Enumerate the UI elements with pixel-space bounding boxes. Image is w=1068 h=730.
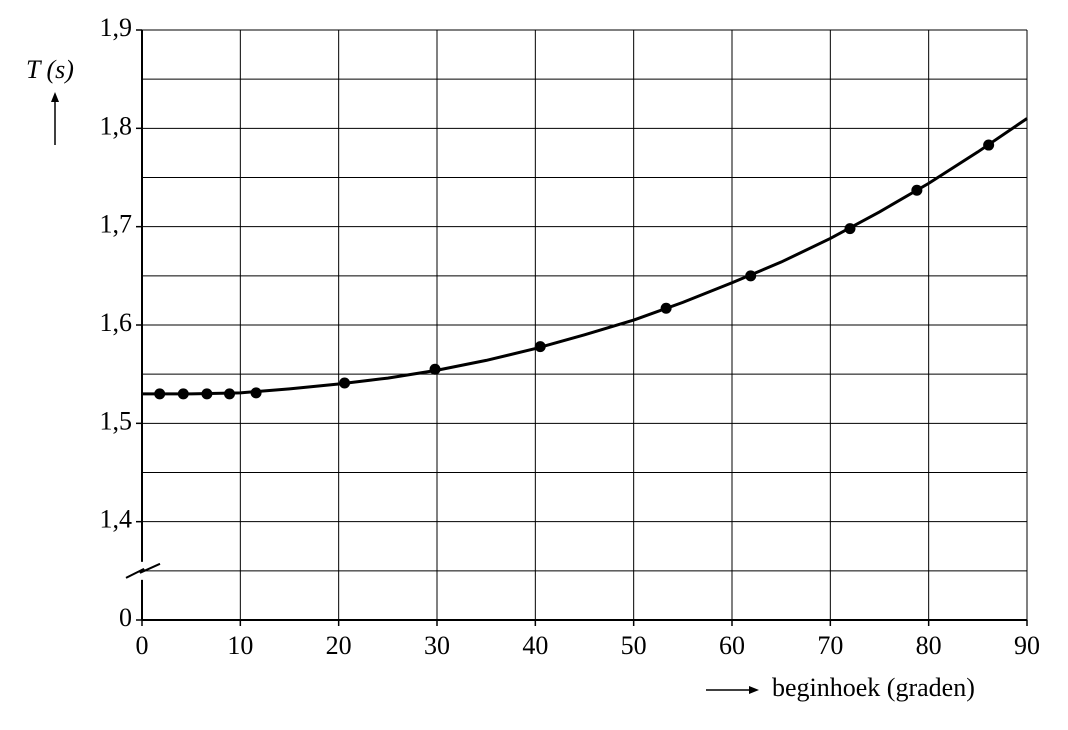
x-tick-label: 50: [621, 631, 647, 660]
x-tick-label: 60: [719, 631, 745, 660]
y-tick-label: 1,5: [100, 406, 133, 435]
x-tick-label: 10: [227, 631, 253, 660]
y-tick-label: 1,4: [100, 505, 133, 534]
x-tick-label: 30: [424, 631, 450, 660]
y-tick-label: 1,7: [100, 210, 133, 239]
y-axis-label: T (s): [26, 55, 74, 84]
y-tick-label: 1,9: [100, 13, 133, 42]
y-tick-label: 1,6: [100, 308, 133, 337]
x-tick-label: 70: [817, 631, 843, 660]
y-tick-label: 0: [119, 603, 132, 632]
y-tick-label: 1,8: [100, 111, 133, 140]
x-tick-label: 80: [916, 631, 942, 660]
x-tick-label: 20: [326, 631, 352, 660]
x-tick-label: 40: [522, 631, 548, 660]
x-tick-label: 0: [136, 631, 149, 660]
fit-curve: [142, 117, 1028, 396]
x-axis-arrowhead: [749, 686, 759, 694]
y-axis-arrowhead: [51, 92, 59, 102]
x-axis-label: beginhoek (graden): [772, 673, 975, 702]
axis-break: [125, 562, 161, 579]
x-tick-label: 90: [1014, 631, 1040, 660]
